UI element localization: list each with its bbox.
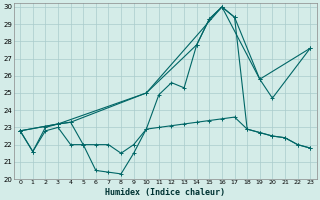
X-axis label: Humidex (Indice chaleur): Humidex (Indice chaleur) — [105, 188, 225, 197]
